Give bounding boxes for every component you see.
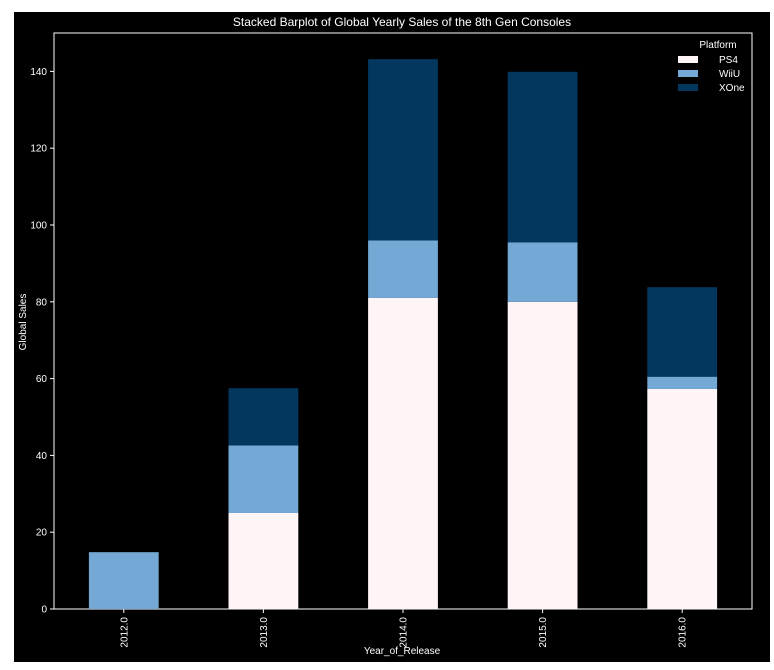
x-tick-label: 2015.0 xyxy=(538,617,549,648)
legend: Platform PS4 WiiU XOne xyxy=(678,40,745,94)
bars-group xyxy=(88,59,718,609)
bar-wiiu-2014-0 xyxy=(368,240,438,298)
bar-ps4-2015-0 xyxy=(507,301,578,609)
stacked-bar-chart: Stacked Barplot of Global Yearly Sales o… xyxy=(18,15,753,657)
legend-label-wiiu: WiiU xyxy=(719,69,740,80)
legend-swatch-ps4 xyxy=(678,56,698,63)
legend-items: PS4 WiiU XOne xyxy=(678,55,745,94)
x-tick-label: 2014.0 xyxy=(399,617,410,648)
bar-wiiu-2012-0 xyxy=(88,552,159,609)
y-tick-label: 0 xyxy=(41,605,47,616)
y-tick-label: 60 xyxy=(36,374,48,385)
legend-label-ps4: PS4 xyxy=(719,55,738,66)
bar-xone-2015-0 xyxy=(507,71,578,243)
bar-ps4-2016-0 xyxy=(647,388,718,609)
bar-xone-2016-0 xyxy=(647,287,718,377)
y-tick-label: 80 xyxy=(36,297,48,308)
bar-ps4-2013-0 xyxy=(228,513,299,609)
legend-label-xone: XOne xyxy=(719,83,745,94)
legend-title: Platform xyxy=(699,40,736,51)
x-tick-label: 2013.0 xyxy=(259,617,270,648)
legend-swatch-wiiu xyxy=(678,70,698,77)
bar-xone-2013-0 xyxy=(228,388,299,446)
x-axis-ticks: 2012.0 2013.0 2014.0 2015.0 2016.0 xyxy=(119,609,689,648)
bar-wiiu-2013-0 xyxy=(228,445,299,513)
bar-wiiu-2015-0 xyxy=(507,242,578,302)
bar-ps4-2014-0 xyxy=(368,297,438,609)
y-tick-label: 120 xyxy=(30,144,47,155)
y-tick-label: 40 xyxy=(36,451,48,462)
y-tick-label: 100 xyxy=(30,221,47,232)
bar-wiiu-2016-0 xyxy=(647,376,718,389)
y-tick-label: 20 xyxy=(36,528,48,539)
chart-frame: Stacked Barplot of Global Yearly Sales o… xyxy=(14,12,770,662)
x-tick-label: 2012.0 xyxy=(119,617,130,648)
x-tick-label: 2016.0 xyxy=(678,617,689,648)
y-axis-title: Global Sales xyxy=(18,294,29,351)
y-tick-label: 140 xyxy=(30,67,47,78)
legend-swatch-xone xyxy=(678,84,698,91)
bar-xone-2014-0 xyxy=(368,59,438,241)
x-axis-title: Year_of_Release xyxy=(364,646,441,657)
y-axis-ticks: 0 20 40 60 80 100 120 140 xyxy=(30,67,54,616)
chart-title: Stacked Barplot of Global Yearly Sales o… xyxy=(233,15,571,29)
